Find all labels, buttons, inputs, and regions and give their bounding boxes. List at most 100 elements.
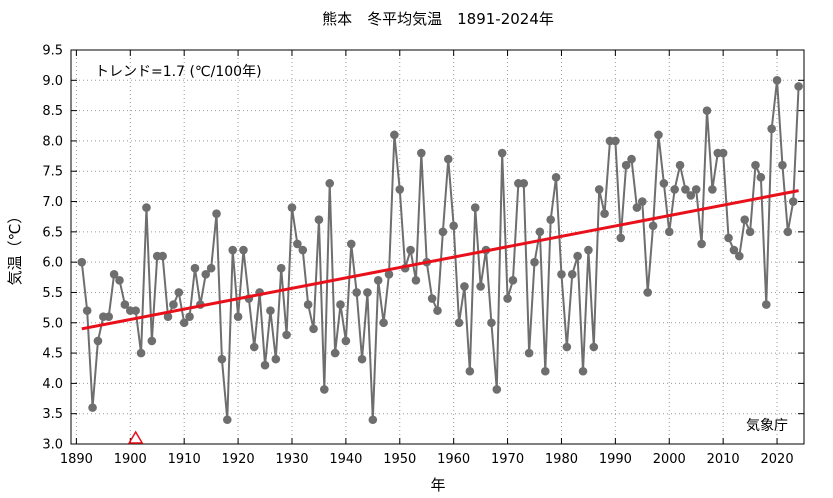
data-point-1915 (206, 263, 216, 273)
plot-frame (70, 49, 805, 445)
data-point-1936 (320, 385, 329, 394)
y-tick-label: 6.5 (42, 225, 63, 240)
data-point-1912 (190, 263, 200, 273)
data-point-2001 (670, 185, 679, 194)
data-point-2010 (718, 148, 728, 158)
source-label: 気象庁 (746, 418, 788, 434)
data-point-1986 (589, 342, 599, 352)
data-point-1907 (163, 312, 173, 322)
data-point-2005 (691, 185, 701, 194)
data-point-1892 (82, 306, 92, 315)
data-point-2013 (735, 251, 744, 261)
data-point-1980 (557, 269, 566, 279)
data-point-1935 (314, 215, 324, 225)
data-point-1940 (341, 336, 351, 346)
y-tick-label: 8.5 (42, 104, 63, 119)
data-point-2022 (783, 227, 793, 237)
x-tick-label: 1990 (599, 452, 632, 467)
data-point-1908 (169, 300, 178, 309)
y-tick-label: 7.0 (42, 195, 63, 210)
y-tick-label: 5.0 (42, 316, 63, 331)
data-point-2008 (708, 185, 717, 194)
x-tick-label: 1950 (383, 452, 416, 467)
data-point-1931 (293, 239, 302, 249)
data-point-1952 (406, 245, 415, 255)
y-axis: 3.0 3.5 4.0 4.5 5.0 5.5 6.0 6.5 7.0 7.5 8.0 8.5 9.0 9… (42, 44, 804, 453)
data-point-1974 (524, 348, 534, 358)
data-point-2024 (794, 82, 803, 91)
data-point-2017 (756, 172, 766, 182)
y-tick-label: 5.5 (42, 286, 63, 301)
data-point-1959 (443, 154, 453, 164)
y-tick-label: 9.0 (42, 74, 63, 89)
data-point-1941 (346, 239, 356, 249)
data-point-1894 (93, 336, 103, 346)
data-point-1921 (239, 245, 248, 255)
y-tick-label: 7.5 (42, 165, 63, 180)
x-axis-label: 年 (430, 476, 445, 494)
data-point-1977 (540, 366, 550, 376)
data-point-1926 (266, 306, 275, 315)
data-point-1997 (648, 221, 658, 231)
data-point-1965 (476, 282, 485, 291)
data-point-1982 (567, 269, 577, 279)
data-point-1930 (287, 203, 297, 212)
data-point-2011 (724, 233, 733, 243)
data-point-2023 (788, 197, 798, 206)
data-point-1914 (201, 269, 211, 279)
data-point-1978 (546, 215, 555, 225)
data-point-1994 (632, 203, 642, 212)
data-point-2003 (681, 185, 690, 194)
series-polyline (80, 80, 800, 420)
y-tick-label: 3.5 (42, 407, 63, 422)
data-point-1925 (260, 360, 270, 370)
data-point-1916 (212, 209, 221, 218)
data-point-1983 (573, 251, 582, 261)
x-tick-label: 2000 (653, 452, 686, 467)
data-point-1956 (427, 294, 437, 303)
data-point-1911 (185, 312, 194, 322)
data-point-2020 (772, 76, 782, 85)
data-point-1957 (433, 306, 442, 315)
data-point-1993 (627, 154, 636, 164)
data-point-2016 (751, 160, 760, 170)
data-point-2007 (702, 106, 712, 115)
data-point-1899 (120, 300, 130, 309)
data-point-1995 (638, 197, 647, 206)
data-point-2021 (778, 160, 787, 170)
x-tick-label: 1940 (329, 452, 362, 467)
trend-label: トレンド=1.7 (℃/100年) (95, 64, 262, 80)
data-point-1933 (303, 300, 313, 309)
data-point-1981 (562, 342, 572, 352)
data-point-1990 (611, 136, 620, 146)
data-point-2012 (729, 245, 739, 255)
data-point-1958 (438, 227, 448, 237)
data-point-1910 (179, 318, 189, 328)
data-point-1904 (147, 336, 157, 346)
data-point-1950 (395, 185, 405, 194)
data-point-1970 (503, 294, 512, 303)
data-point-1969 (497, 148, 507, 158)
data-point-1929 (282, 330, 291, 340)
x-tick-label: 1980 (545, 452, 578, 467)
data-point-1902 (136, 348, 146, 358)
data-point-1971 (508, 276, 518, 285)
trend-line (81, 189, 799, 331)
data-point-1909 (174, 288, 184, 297)
data-point-1891 (77, 257, 87, 267)
data-point-1991 (616, 233, 626, 243)
data-point-2002 (675, 160, 685, 170)
station-relocation-triangle-icon (127, 430, 144, 444)
data-point-2006 (697, 239, 706, 249)
data-point-1938 (330, 348, 340, 358)
chart-title: 熊本 冬平均気温 1891-2024年 (322, 10, 554, 28)
data-point-2004 (686, 191, 696, 200)
trend-segment (81, 189, 799, 331)
x-tick-label: 1910 (168, 452, 201, 467)
data-point-1939 (336, 300, 345, 309)
data-point-1942 (352, 288, 361, 297)
data-point-1945 (368, 415, 378, 425)
x-tick-label: 1960 (437, 452, 470, 467)
series-line (80, 80, 800, 420)
